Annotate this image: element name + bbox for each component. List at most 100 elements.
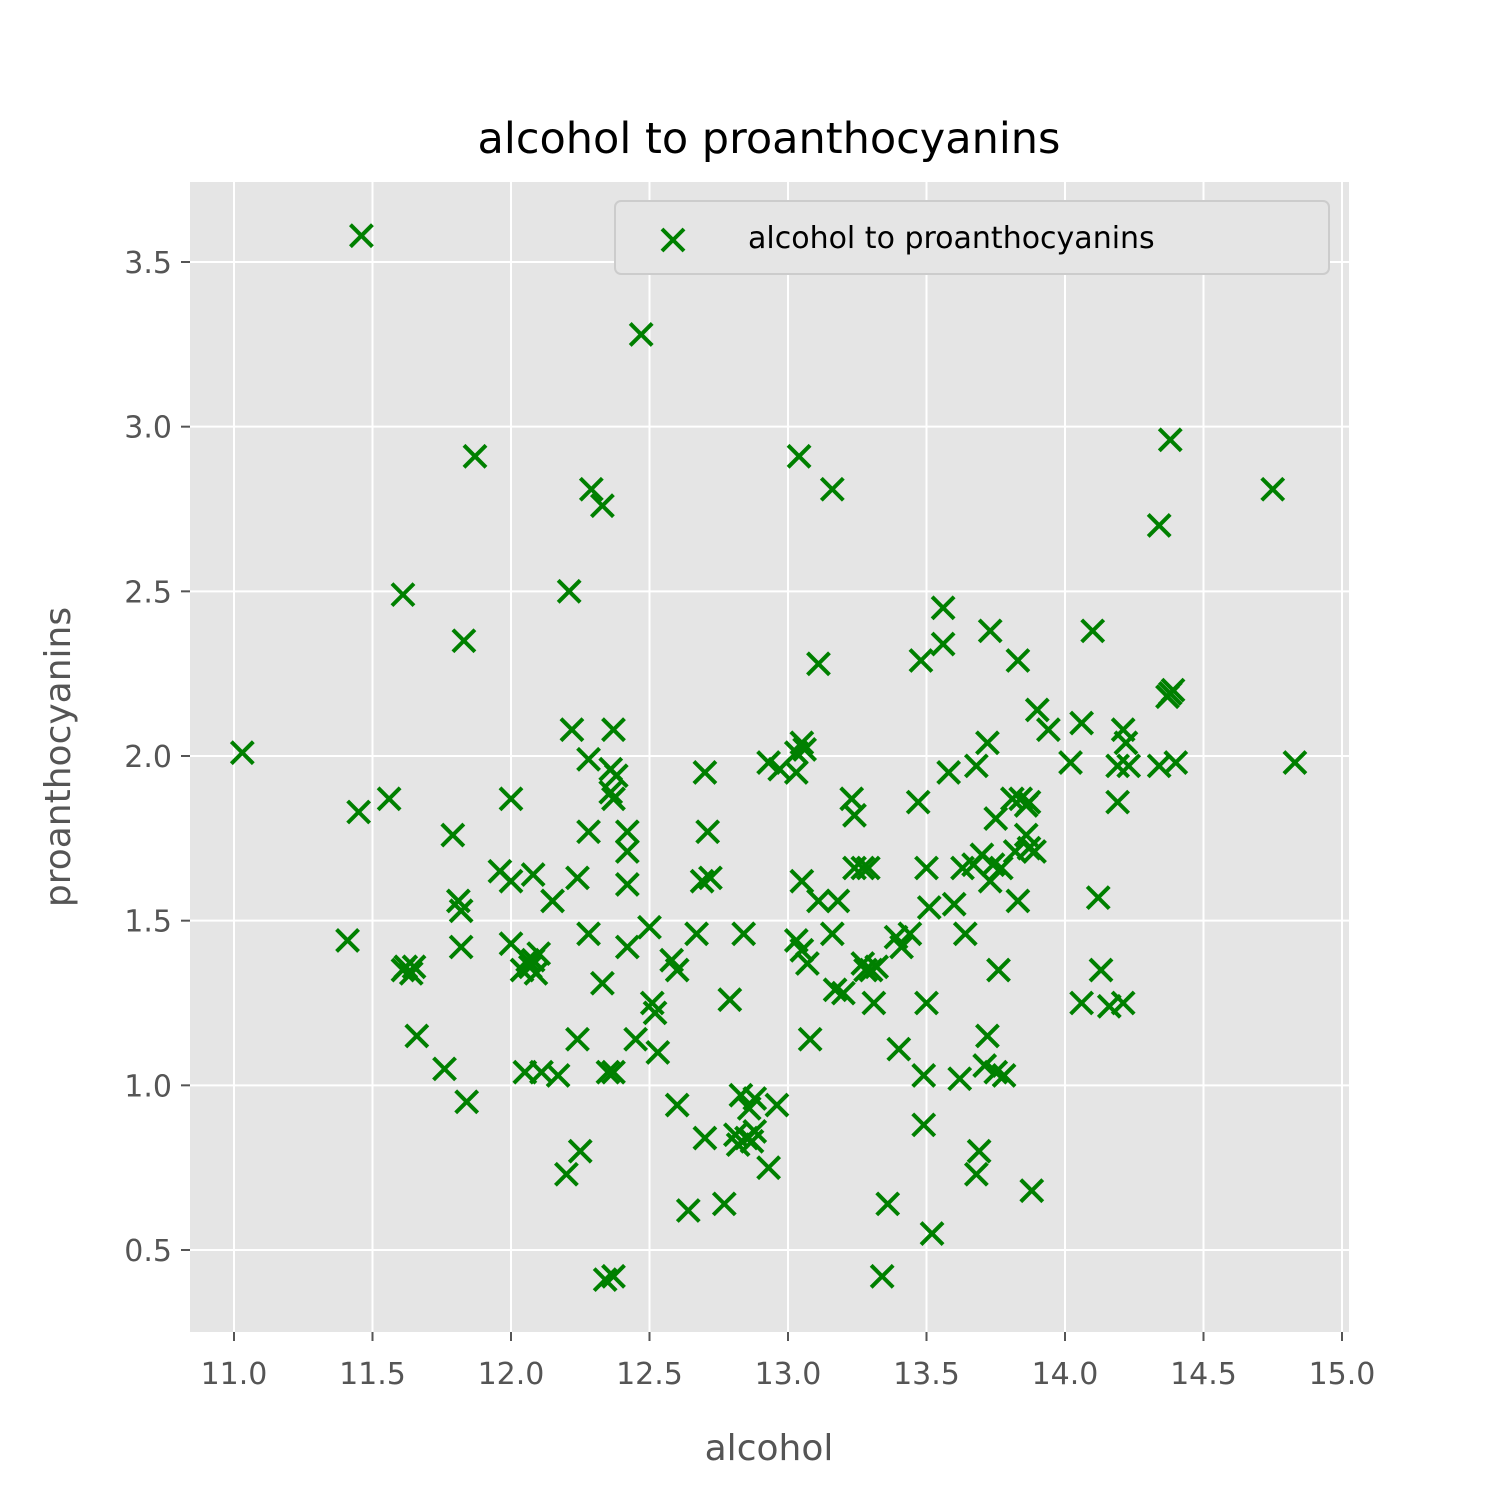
data-point xyxy=(806,651,831,677)
legend: alcohol to proanthocyanins xyxy=(614,200,1330,275)
data-point xyxy=(559,717,585,743)
data-point xyxy=(1080,618,1106,644)
x-tick-label: 12.5 xyxy=(616,1357,683,1392)
data-point xyxy=(908,648,934,673)
data-point xyxy=(614,839,640,864)
data-point xyxy=(695,819,721,845)
data-point xyxy=(1105,753,1131,779)
data-point xyxy=(692,1125,718,1151)
data-point xyxy=(855,855,881,881)
data-point xyxy=(601,786,626,812)
y-tick-label: 3.0 xyxy=(124,411,172,446)
data-point xyxy=(897,921,923,947)
data-point xyxy=(742,1086,768,1111)
data-point xyxy=(1282,750,1308,776)
data-point xyxy=(1022,839,1047,864)
x-tick-label: 14.5 xyxy=(1170,1357,1237,1392)
data-point xyxy=(916,895,942,920)
data-point xyxy=(947,1066,973,1092)
data-point xyxy=(645,1039,671,1065)
data-point xyxy=(451,628,477,654)
data-point xyxy=(520,862,546,887)
data-point xyxy=(448,898,474,924)
data-point xyxy=(454,1089,480,1115)
data-point xyxy=(711,1191,737,1217)
data-point xyxy=(1116,753,1142,779)
data-point xyxy=(764,1092,790,1118)
data-point xyxy=(797,1026,823,1052)
data-point xyxy=(975,1023,1000,1049)
data-point xyxy=(432,1056,457,1082)
data-point xyxy=(692,760,718,785)
data-point xyxy=(886,1036,912,1062)
scatter-points xyxy=(229,223,1308,1293)
data-point xyxy=(556,578,582,604)
data-point xyxy=(991,1063,1017,1088)
data-point xyxy=(756,1155,782,1181)
data-point xyxy=(349,223,374,249)
x-tick-label: 15.0 xyxy=(1309,1357,1376,1392)
data-point xyxy=(1163,750,1189,776)
data-point xyxy=(941,891,967,917)
legend-x-marker xyxy=(660,227,686,253)
data-point xyxy=(742,1119,768,1144)
data-point xyxy=(628,322,654,347)
data-point xyxy=(684,921,710,947)
data-point xyxy=(1035,717,1061,743)
data-point xyxy=(905,789,931,815)
x-tick-label: 14.0 xyxy=(1032,1357,1099,1392)
data-point xyxy=(398,960,424,986)
data-point xyxy=(448,934,474,960)
data-point xyxy=(963,753,989,779)
data-point xyxy=(664,957,690,983)
x-tick-label: 12.0 xyxy=(478,1357,545,1392)
data-point xyxy=(1113,730,1139,756)
data-point xyxy=(623,1026,649,1052)
data-point xyxy=(523,960,549,986)
data-point xyxy=(404,1023,430,1049)
data-point xyxy=(794,951,820,976)
data-point xyxy=(986,957,1011,983)
data-point xyxy=(786,443,812,469)
data-point xyxy=(731,921,757,947)
x-tick-label: 11.5 xyxy=(339,1357,406,1392)
data-point xyxy=(553,1161,579,1187)
data-point xyxy=(864,954,890,980)
data-point xyxy=(576,746,601,772)
data-point xyxy=(1069,710,1095,736)
data-point xyxy=(614,872,640,897)
data-point xyxy=(567,1138,593,1164)
y-axis-label: proanthocyanins xyxy=(38,607,79,907)
chart-title: alcohol to proanthocyanins xyxy=(478,114,1061,164)
data-point xyxy=(966,1138,992,1164)
data-point xyxy=(601,1059,626,1085)
data-point xyxy=(830,980,856,1006)
data-point xyxy=(1005,888,1031,914)
data-point xyxy=(1088,957,1114,983)
data-point xyxy=(850,855,876,881)
data-point xyxy=(792,737,818,762)
data-point xyxy=(1146,513,1172,538)
data-point xyxy=(601,1263,626,1289)
data-point xyxy=(578,476,604,502)
y-tick-label: 2.5 xyxy=(124,575,172,610)
data-point xyxy=(842,802,867,828)
data-point xyxy=(1105,789,1131,815)
data-point xyxy=(376,786,402,812)
data-point xyxy=(540,888,565,914)
data-point xyxy=(977,618,1003,644)
data-point xyxy=(565,865,590,891)
data-point xyxy=(675,1198,701,1223)
data-point xyxy=(1260,476,1286,502)
data-point xyxy=(698,865,723,891)
axis-ticks: 11.0 11.5 12.0 12.5 13.0 13.5 14.0 14.5 15.0 0.5 1… xyxy=(124,246,1375,1392)
data-point xyxy=(601,717,626,743)
legend-marker-icon xyxy=(660,227,686,253)
data-point xyxy=(390,582,416,608)
x-tick-label: 13.5 xyxy=(893,1357,960,1392)
data-point xyxy=(806,888,831,914)
data-point xyxy=(756,750,782,776)
data-point xyxy=(789,730,815,756)
